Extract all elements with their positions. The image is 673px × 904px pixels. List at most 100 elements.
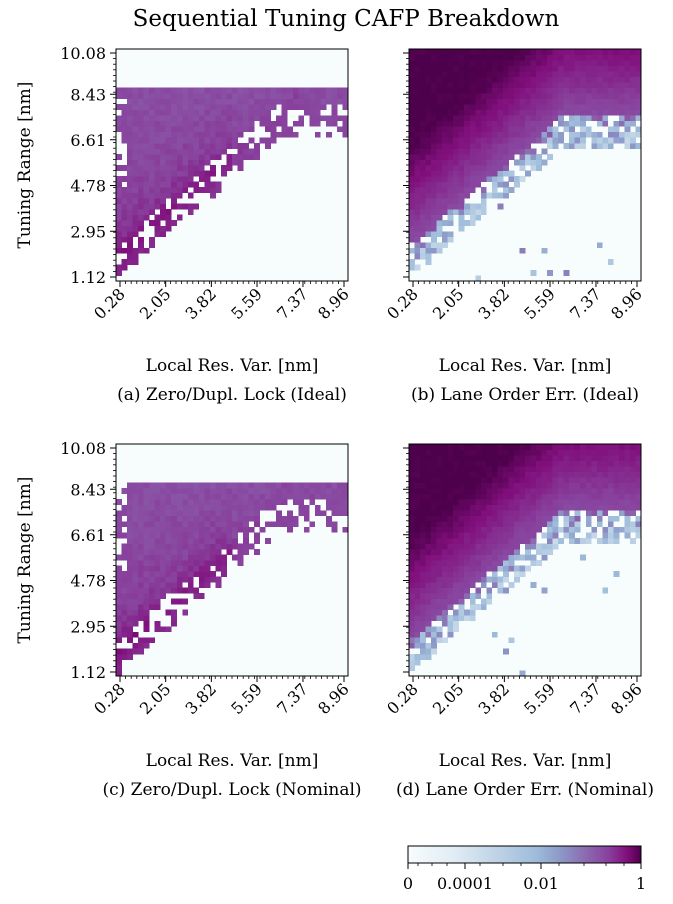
heatmap-cell <box>436 209 443 216</box>
heatmap-cell <box>530 499 537 506</box>
heatmap-cell <box>508 54 515 61</box>
heatmap-cell <box>132 192 139 199</box>
heatmap-cell <box>193 137 200 144</box>
heatmap-cell <box>292 93 299 100</box>
heatmap-cell <box>425 565 432 572</box>
heatmap-cell <box>513 571 520 577</box>
heatmap-cell <box>237 148 244 155</box>
heatmap-cell <box>497 142 504 149</box>
heatmap-cell <box>132 87 139 94</box>
heatmap-cell <box>436 181 443 188</box>
heatmap-cell <box>220 543 227 550</box>
heatmap-cell <box>497 482 504 489</box>
heatmap-cell <box>436 477 443 484</box>
heatmap-cell <box>629 93 636 100</box>
heatmap-cell <box>464 609 471 616</box>
heatmap-cell <box>232 488 238 495</box>
heatmap-cell <box>143 593 150 600</box>
heatmap-cell <box>469 554 476 561</box>
heatmap-cell <box>132 253 139 260</box>
heatmap-cell <box>171 153 178 160</box>
heatmap-cell <box>154 159 161 166</box>
heatmap-cell <box>198 137 205 144</box>
heatmap-cell <box>431 615 437 622</box>
heatmap-cell <box>602 82 609 89</box>
heatmap-cell <box>149 126 156 133</box>
heatmap-cell <box>624 142 631 149</box>
heatmap-cell <box>547 488 553 495</box>
heatmap-cell <box>563 49 570 55</box>
heatmap-cell <box>303 482 310 489</box>
heatmap-cell <box>425 576 432 583</box>
heatmap-cell <box>420 504 426 511</box>
heatmap-cell <box>458 582 465 588</box>
heatmap-cell <box>215 93 222 100</box>
heatmap-cell <box>458 76 465 83</box>
heatmap-cell <box>420 76 426 83</box>
heatmap-cell <box>409 203 415 210</box>
heatmap-cell <box>160 209 167 216</box>
heatmap-cell <box>420 554 426 561</box>
heatmap-cell <box>563 82 570 89</box>
heatmap-cell <box>121 137 128 144</box>
heatmap-cell <box>508 537 515 544</box>
heatmap-cell <box>270 493 277 500</box>
heatmap-cell <box>303 526 310 533</box>
heatmap-cell <box>596 515 603 522</box>
heatmap-cell <box>420 159 426 166</box>
heatmap-cell <box>607 471 614 478</box>
heatmap-cell <box>226 537 233 544</box>
heatmap-cell <box>425 65 432 72</box>
heatmap-cell <box>475 482 482 489</box>
heatmap-cell <box>480 192 487 199</box>
heatmap-cell <box>143 543 150 550</box>
heatmap-cell <box>458 543 465 550</box>
heatmap-cell <box>198 565 205 572</box>
heatmap-cell <box>237 488 244 495</box>
heatmap-cell <box>513 71 520 77</box>
heatmap-cell <box>409 60 415 66</box>
heatmap-cell <box>425 115 432 122</box>
heatmap-cell <box>243 493 249 500</box>
heatmap-cell <box>132 515 139 522</box>
heatmap-cell <box>530 493 537 500</box>
heatmap-cell <box>458 142 465 149</box>
heatmap-cell <box>442 49 449 55</box>
heatmap-cell <box>618 131 625 138</box>
heatmap-cell <box>431 209 437 216</box>
heatmap-cell <box>536 126 542 133</box>
heatmap-cell <box>613 82 620 89</box>
heatmap-cell <box>431 76 437 83</box>
heatmap-cell <box>613 76 620 83</box>
heatmap-cell <box>436 565 443 572</box>
heatmap-cell <box>132 510 139 517</box>
heatmap-cell <box>165 515 172 522</box>
heatmap-cell <box>248 126 255 133</box>
heatmap-cell <box>336 493 343 500</box>
heatmap-cell <box>276 131 283 138</box>
heatmap-cell <box>182 537 189 544</box>
heatmap-cell <box>149 510 156 517</box>
heatmap-cell <box>464 115 471 122</box>
heatmap-cell <box>513 460 520 467</box>
heatmap-cell <box>635 444 642 450</box>
heatmap-cell <box>309 109 316 116</box>
heatmap-cell <box>569 515 576 522</box>
heatmap-cell <box>552 142 559 149</box>
heatmap-cell <box>431 159 437 166</box>
heatmap-cell <box>486 493 493 500</box>
heatmap-cell <box>486 477 493 484</box>
heatmap-cell <box>193 482 200 489</box>
heatmap-cell <box>425 554 432 561</box>
heatmap-cell <box>508 444 515 450</box>
heatmap-cell <box>635 115 642 122</box>
heatmap-cell <box>409 176 415 182</box>
heatmap-cell <box>160 560 167 566</box>
heatmap-cell <box>226 93 233 100</box>
heatmap-cell <box>491 521 498 528</box>
heatmap-cell <box>420 253 426 260</box>
heatmap-cell <box>486 148 493 155</box>
heatmap-cell <box>425 203 432 210</box>
heatmap-cell <box>436 631 443 638</box>
heatmap-cell <box>536 131 542 138</box>
